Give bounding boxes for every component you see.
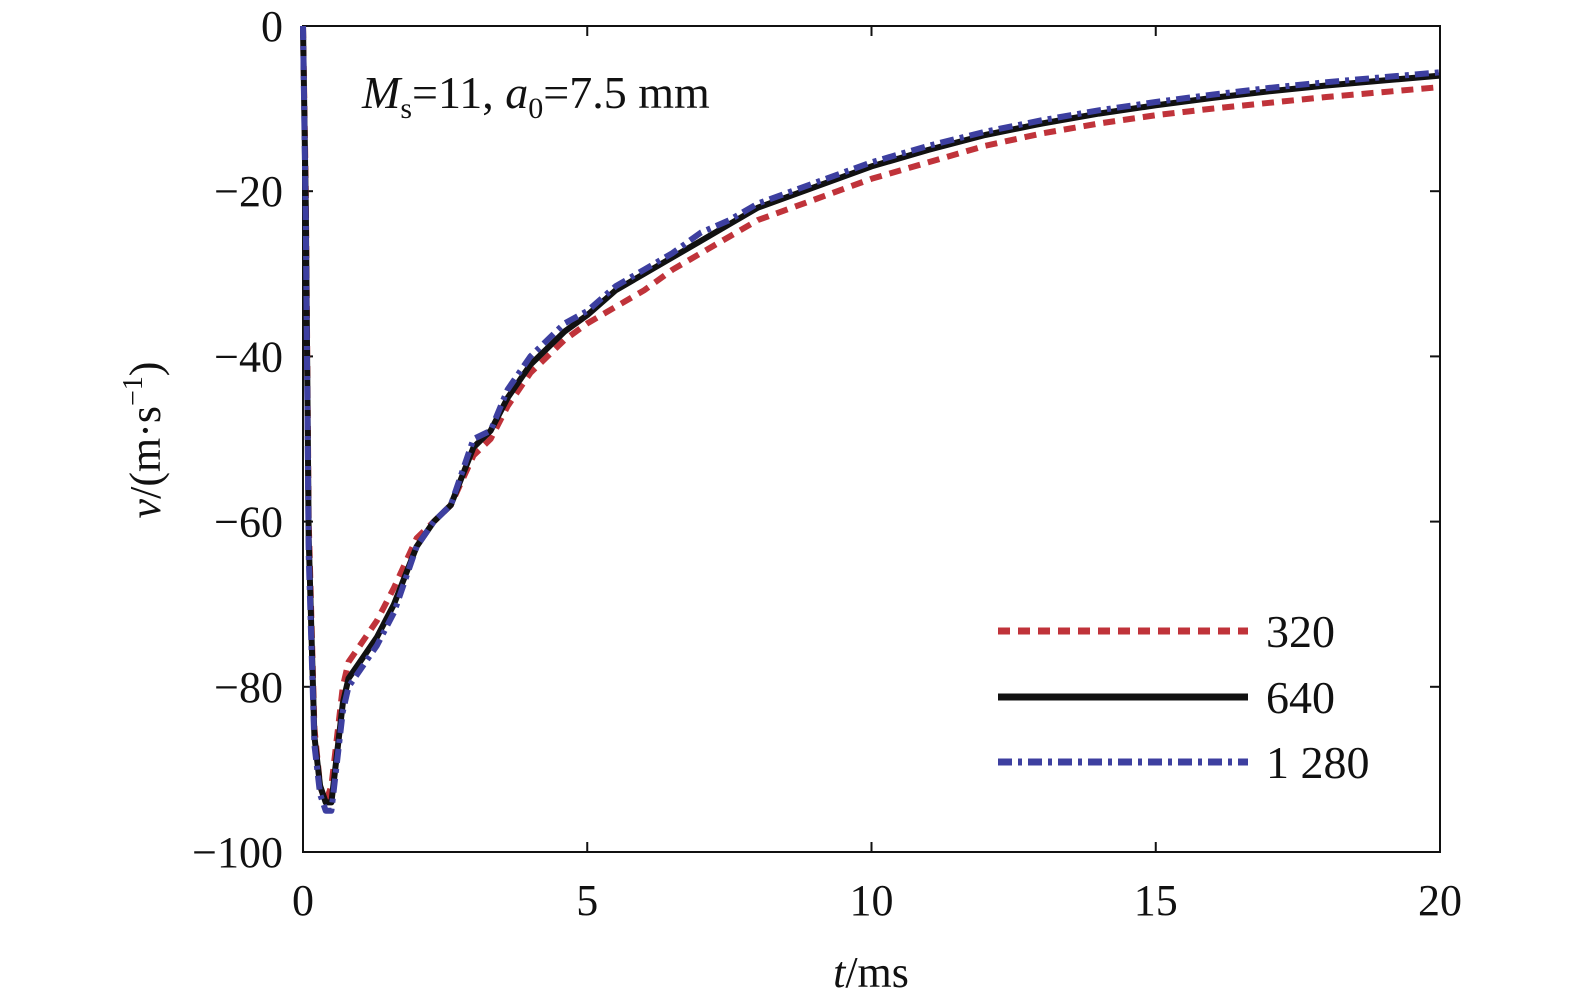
x-tick-label: 10: [850, 876, 894, 925]
x-axis-var: t: [833, 948, 847, 997]
annotation-m-value: =11,: [412, 67, 505, 118]
y-tick-label: −20: [214, 167, 283, 216]
annotation-a-sub: 0: [528, 92, 543, 125]
x-axis-unit: /ms: [845, 948, 909, 997]
x-tick-label: 15: [1134, 876, 1178, 925]
annotation-m-sub: s: [400, 92, 412, 125]
legend-label: 1 280: [1266, 737, 1370, 788]
x-tick-label: 20: [1418, 876, 1462, 925]
legend-label: 320: [1266, 606, 1335, 657]
x-tick-label: 5: [576, 876, 598, 925]
y-tick-label: −100: [192, 828, 283, 877]
legend-label: 640: [1266, 672, 1335, 723]
legend: 320 640 1 280: [998, 606, 1370, 788]
annotation-a-symbol: a: [505, 67, 528, 118]
y-axis-unit-exp: −1: [118, 376, 149, 406]
series-lines: [300, 25, 1441, 814]
plot-frame: [302, 25, 1441, 853]
axis-ticks: 0 5 10 15 20 0 −20 −40 −60 −80 −100: [192, 2, 1462, 925]
y-tick-label: −40: [214, 332, 283, 381]
annotation-a-value: =7.5 mm: [543, 67, 710, 118]
y-tick-label: 0: [261, 2, 283, 51]
y-axis-label: v/(m·s−1): [118, 362, 170, 519]
y-axis-var: v: [121, 498, 170, 518]
x-tick-label: 0: [292, 876, 314, 925]
x-axis-label: t/ms: [833, 948, 909, 997]
y-tick-label: −60: [214, 498, 283, 547]
y-axis-unit-prefix: /(m·s: [121, 406, 170, 499]
annotation-m-symbol: M: [361, 67, 403, 118]
y-axis-unit-suffix: ): [121, 362, 170, 377]
series-line-2: [300, 25, 1441, 814]
parameter-annotation: Ms=11, a0=7.5 mm: [361, 67, 710, 125]
y-tick-label: −80: [214, 663, 283, 712]
